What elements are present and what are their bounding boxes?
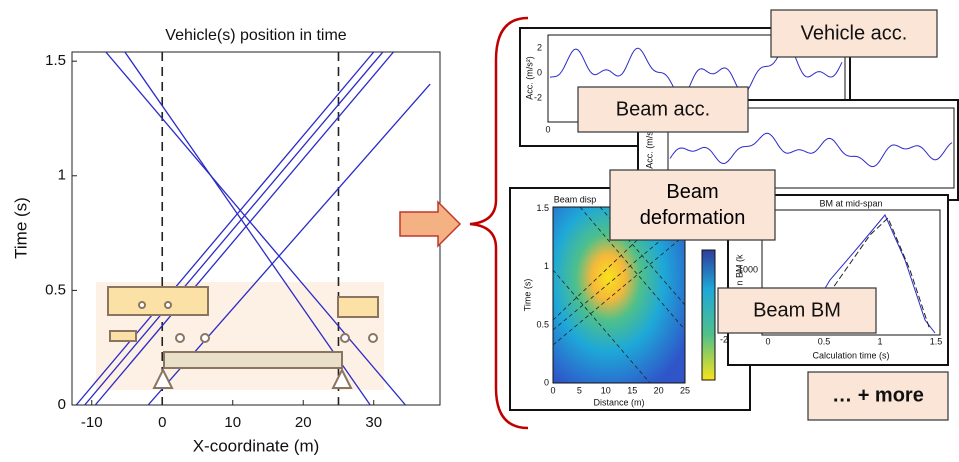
x-tick-label: -10 bbox=[81, 414, 103, 431]
x-tick-label: 0 bbox=[158, 414, 166, 431]
axis-label: Acc. (m/s bbox=[644, 131, 654, 169]
tick-label: 0 bbox=[537, 67, 542, 77]
tick-label: 25 bbox=[680, 385, 690, 395]
tick-label: 20 bbox=[654, 385, 664, 395]
tick-label: 5 bbox=[577, 385, 582, 395]
panel-title: Beam disp bbox=[554, 194, 597, 204]
tick-label: 10 bbox=[601, 385, 611, 395]
tick-label: 15 bbox=[627, 385, 637, 395]
panel-label: Beam BM bbox=[753, 299, 841, 321]
tick-label: 0 bbox=[550, 385, 555, 395]
label-wrap: Beam deformation bbox=[610, 170, 775, 240]
tick-label: 0.5 bbox=[536, 319, 549, 329]
tick-label: 0 bbox=[544, 377, 549, 387]
tick-label: -2 bbox=[720, 334, 728, 344]
tick-label: 2 bbox=[537, 42, 542, 52]
tick-label: 0.5 bbox=[818, 336, 831, 346]
y-tick-label: 0 bbox=[58, 396, 66, 413]
panel-title: BM at mid-span bbox=[819, 198, 882, 208]
figure: 2 0 -2 0 Acc. (m/s²) Acc. (m/s Beam disp… bbox=[0, 0, 959, 462]
axis-label: Calculation time (s) bbox=[812, 350, 889, 360]
y-tick-label: 1.5 bbox=[45, 52, 66, 69]
x-axis-label: X-coordinate (m) bbox=[193, 436, 320, 455]
tick-label: 1000 bbox=[738, 264, 758, 274]
tick-label: 1.5 bbox=[930, 336, 943, 346]
chart-title: Vehicle(s) position in time bbox=[165, 27, 347, 44]
panel-label: Vehicle acc. bbox=[801, 22, 908, 44]
panel-label: Beam deformation bbox=[610, 170, 775, 240]
axis-label: Distance (m) bbox=[593, 397, 644, 407]
tick-label: 0 bbox=[545, 124, 550, 134]
panel-label: … + more bbox=[832, 384, 924, 406]
tick-label: 1.5 bbox=[536, 203, 549, 213]
x-tick-label: 20 bbox=[295, 414, 312, 431]
axis-label: Acc. (m/s²) bbox=[524, 56, 534, 100]
tick-label: -2 bbox=[534, 92, 542, 102]
x-tick-label: 30 bbox=[365, 414, 382, 431]
x-tick-label: 10 bbox=[224, 414, 241, 431]
panel-label: Beam acc. bbox=[616, 98, 710, 120]
y-axis-label: Time (s) bbox=[11, 197, 30, 259]
y-tick-label: 1 bbox=[58, 167, 66, 184]
tick-label: 0 bbox=[765, 336, 770, 346]
tick-label: 1 bbox=[544, 261, 549, 271]
colorbar bbox=[702, 250, 715, 380]
y-tick-label: 0.5 bbox=[45, 281, 66, 298]
tick-label: 1 bbox=[877, 336, 882, 346]
axis-label: Time (s) bbox=[522, 279, 532, 312]
